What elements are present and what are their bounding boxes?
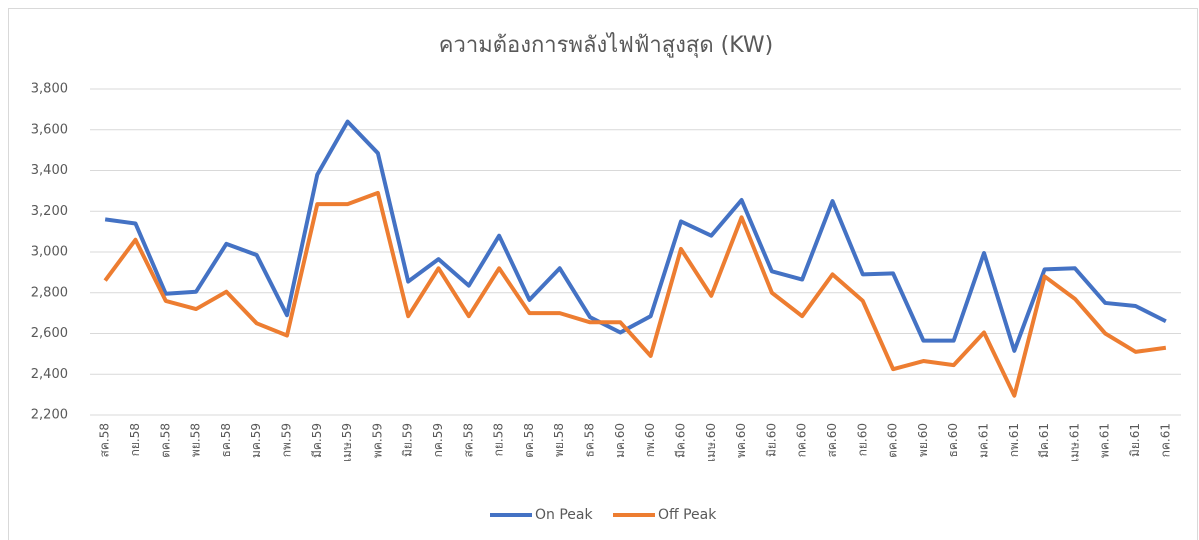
series-line (103, 190, 1167, 398)
x-tick-label: พค.61 (1098, 423, 1112, 458)
x-tick-label: กย.60 (855, 423, 869, 456)
y-tick-label: 3,200 (31, 204, 68, 219)
x-tick-label: กค.60 (795, 423, 809, 457)
y-tick-label: 3,800 (31, 82, 68, 97)
x-tick-label: มีค.61 (1037, 423, 1051, 458)
x-tick-label: สค.58 (98, 423, 112, 457)
x-tick-label: มค.61 (977, 423, 991, 458)
x-tick-label: มค.60 (613, 423, 627, 458)
y-tick-label: 3,400 (31, 163, 68, 178)
x-tick-label: พย.58 (552, 423, 566, 457)
x-tick-label: มีค.60 (673, 423, 687, 458)
y-tick-label: 3,000 (31, 245, 68, 260)
x-tick-label: กย.58 (492, 423, 506, 456)
x-tick-label: กค.59 (431, 423, 445, 457)
series-line (104, 119, 1167, 353)
x-tick-label: สค.60 (825, 423, 839, 457)
legend-label: On Peak (535, 507, 593, 523)
x-tick-label: มค.59 (249, 423, 263, 458)
x-tick-label: ตค.58 (522, 423, 536, 458)
x-tick-label: เมษ.61 (1067, 423, 1081, 462)
x-tick-label: ธค.60 (946, 423, 960, 457)
x-tick-label: พย.60 (916, 423, 930, 457)
x-tick-label: กพ.61 (1007, 423, 1021, 457)
chart-border (8, 8, 1198, 540)
x-tick-label: มีค.59 (310, 423, 324, 458)
x-tick-label: พค.59 (370, 423, 384, 458)
x-tick-label: มิย.61 (1128, 423, 1142, 457)
y-tick-label: 2,600 (31, 326, 68, 341)
x-tick-label: กย.58 (128, 423, 142, 456)
x-tick-label: เมษ.60 (704, 423, 718, 462)
x-tick-label: ธค.58 (219, 423, 233, 457)
y-tick-label: 2,400 (31, 367, 68, 382)
x-tick-label: สค.58 (461, 423, 475, 457)
x-tick-label: มิย.59 (401, 423, 415, 457)
x-tick-label: เมษ.59 (340, 423, 354, 462)
x-tick-label: พค.60 (734, 423, 748, 458)
x-tick-label: กค.61 (1158, 423, 1172, 457)
legend-label: Off Peak (658, 507, 717, 523)
x-tick-label: กพ.59 (279, 423, 293, 457)
x-tick-label: กพ.60 (643, 423, 657, 457)
x-tick-label: ตค.58 (158, 423, 172, 458)
x-tick-label: ตค.60 (886, 423, 900, 458)
y-tick-label: 2,800 (31, 285, 68, 300)
x-tick-label: ธค.58 (583, 423, 597, 457)
x-tick-label: มิย.60 (764, 423, 778, 457)
y-tick-label: 2,200 (31, 408, 68, 423)
y-tick-label: 3,600 (31, 122, 68, 137)
x-tick-label: พย.58 (189, 423, 203, 457)
chart-title: ความต้องการพลังไฟฟ้าสูงสุด (KW) (439, 32, 773, 58)
